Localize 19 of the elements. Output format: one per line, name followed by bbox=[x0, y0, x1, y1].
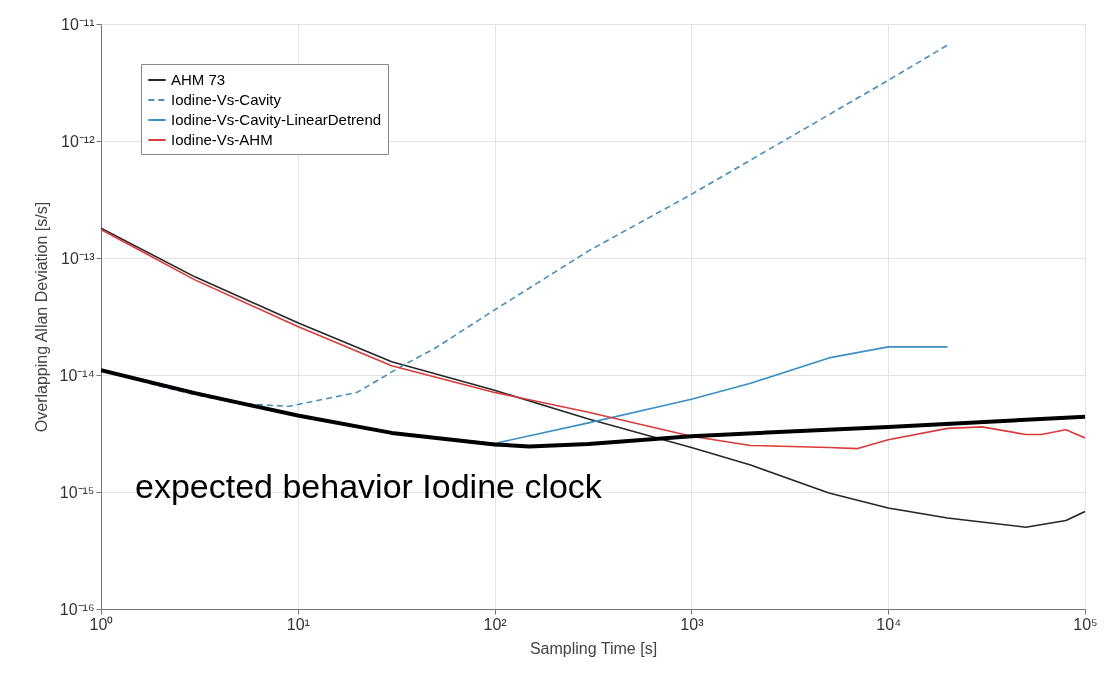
y-axis-title: Overlapping Allan Deviation [s/s] bbox=[32, 201, 50, 433]
x-tick-label: 10¹ bbox=[286, 615, 310, 633]
x-tick-label: 10⁴ bbox=[876, 615, 902, 633]
x-tick-label: 10⁰ bbox=[89, 615, 114, 633]
annotation: expected behavior Iodine clock bbox=[135, 467, 603, 505]
legend-label: Iodine-Vs-AHM bbox=[171, 131, 273, 148]
y-tick-label: 10⁻¹³ bbox=[61, 249, 96, 267]
y-tick-label: 10⁻¹⁵ bbox=[59, 483, 95, 501]
x-tick-label: 10² bbox=[483, 615, 508, 633]
x-tick-label: 10³ bbox=[680, 615, 705, 633]
y-tick-label: 10⁻¹² bbox=[61, 132, 96, 150]
legend-label: AHM 73 bbox=[171, 71, 226, 88]
x-tick-label: 10⁵ bbox=[1073, 615, 1098, 633]
y-tick-label: 10⁻¹¹ bbox=[61, 15, 95, 33]
y-tick-label: 10⁻¹⁴ bbox=[59, 366, 95, 384]
legend-label: Iodine-Vs-Cavity-LinearDetrend bbox=[171, 111, 382, 128]
y-tick-label: 10⁻¹⁶ bbox=[59, 600, 95, 618]
x-axis-title: Sampling Time [s] bbox=[529, 639, 658, 657]
legend-label: Iodine-Vs-Cavity bbox=[171, 91, 282, 108]
